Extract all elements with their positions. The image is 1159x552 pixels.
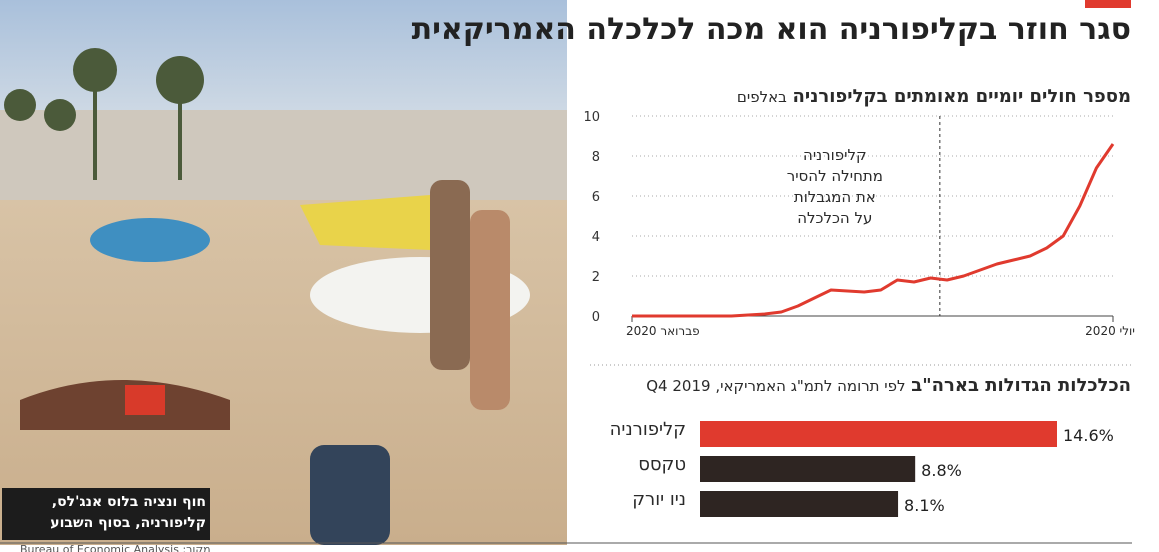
palms	[4, 48, 204, 180]
annotation-line-text: את המגבלות	[793, 188, 876, 206]
value-label: 8.8%	[921, 461, 962, 480]
caption-box	[2, 488, 210, 540]
annotation-line-text: על הכלכלה	[797, 209, 873, 227]
x-tick-label: יולי 2020	[1085, 324, 1135, 338]
chart-heading: הכלכלות הגדולות בארה"ב לפי תרומה לתמ"ג ה…	[646, 375, 1131, 396]
bar	[700, 456, 916, 482]
x-tick-label: פברואר 2020	[626, 324, 700, 338]
y-tick-label: 8	[592, 150, 600, 165]
chart-subtitle: לפי תרומה לתמ"ג האמריקאי, Q4 2019	[646, 377, 906, 395]
category-label: ניו יורק	[632, 489, 686, 510]
value-label: 14.6%	[1063, 426, 1114, 445]
caption-line: קליפורניה, בסוף השבוע	[50, 515, 206, 531]
chart-subtitle: באלפים	[736, 88, 787, 106]
annotation: קליפורניה מתחילה להסיר את המגבלות על הכלכלה	[740, 145, 930, 229]
category-label: טקסס	[638, 454, 686, 475]
page-title: סגר חוזר בקליפורניה הוא מכה לכלכלה האמרי…	[411, 12, 1131, 47]
chart-heading: מספר חולים יומיים מאומתים בקליפורניה באל…	[737, 86, 1131, 107]
value-label: 8.1%	[904, 496, 945, 515]
y-tick-label: 10	[583, 110, 600, 125]
chart-title: מספר חולים יומיים מאומתים בקליפורניה	[792, 86, 1131, 107]
caption-line: חוף ונציה בלוס אנג'לס,	[51, 494, 206, 510]
category-label: קליפורניה	[609, 419, 686, 440]
person	[470, 210, 510, 410]
y-tick-label: 4	[592, 230, 600, 245]
annotation-line-text: מתחילה להסיר	[786, 167, 883, 185]
y-tick-label: 2	[592, 270, 600, 285]
umbrella	[90, 218, 210, 262]
source: מקור: Bureau of Economic Analysis	[20, 543, 211, 552]
surfboard	[300, 195, 430, 250]
person	[430, 180, 470, 370]
photo-caption: חוף ונציה בלוס אנג'לס, קליפורניה, בסוף ה…	[10, 492, 206, 534]
photo	[0, 0, 567, 545]
bar	[700, 421, 1057, 447]
bag	[310, 445, 390, 545]
header-accent	[1085, 0, 1131, 8]
chart-title: הכלכלות הגדולות בארה"ב	[911, 375, 1131, 396]
bar	[700, 491, 899, 517]
y-tick-label: 6	[592, 190, 600, 205]
annotation-line-text: קליפורניה	[803, 146, 867, 164]
line	[632, 143, 1115, 318]
y-tick-label: 0	[592, 310, 600, 325]
swimsuit	[125, 385, 165, 415]
